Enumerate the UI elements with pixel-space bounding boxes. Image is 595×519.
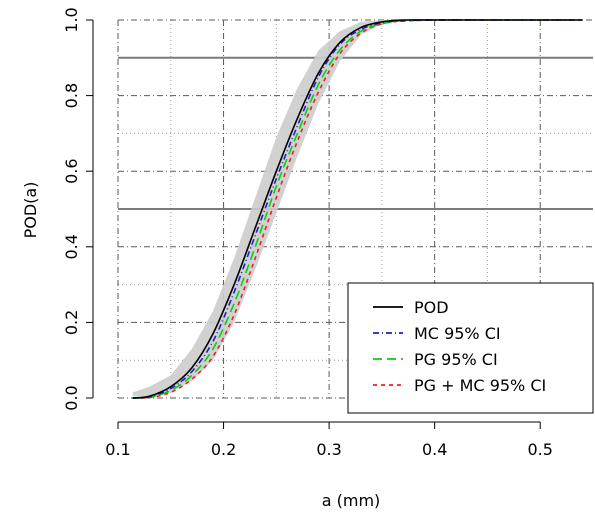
y-tick-label: 0.8 [62,83,81,108]
x-tick-label: 0.1 [105,440,130,459]
legend-label: PG 95% CI [414,350,498,369]
reference-lines [118,56,593,210]
x-tick-label: 0.2 [211,440,236,459]
series-line [132,19,583,399]
legend-box [347,282,594,414]
x-tick-label: 0.5 [527,440,552,459]
legend-label: MC 95% CI [414,324,501,343]
series-lines [132,19,583,399]
legend-label: PG + MC 95% CI [414,376,546,395]
y-tick-label: 0.2 [62,310,81,335]
y-axis-ticks: 0.0 0.2 0.4 0.6 0.8 1.0 [62,7,93,411]
y-tick-label: 0.6 [62,158,81,183]
y-tick-label: 0.4 [62,234,81,259]
y-tick-label: 0.0 [62,385,81,410]
x-tick-label: 0.4 [422,440,447,459]
y-axis-label: POD(a) [21,182,40,239]
x-tick-label: 0.3 [316,440,341,459]
y-tick-label: 1.0 [62,7,81,32]
series-line [132,19,583,399]
x-axis-label: a (mm) [322,491,381,510]
x-axis-ticks: 0.1 0.2 0.3 0.4 0.5 [105,422,553,459]
legend: POD MC 95% CI PG 95% CI PG + MC 95% CI [347,282,594,414]
legend-label: POD [414,298,449,317]
